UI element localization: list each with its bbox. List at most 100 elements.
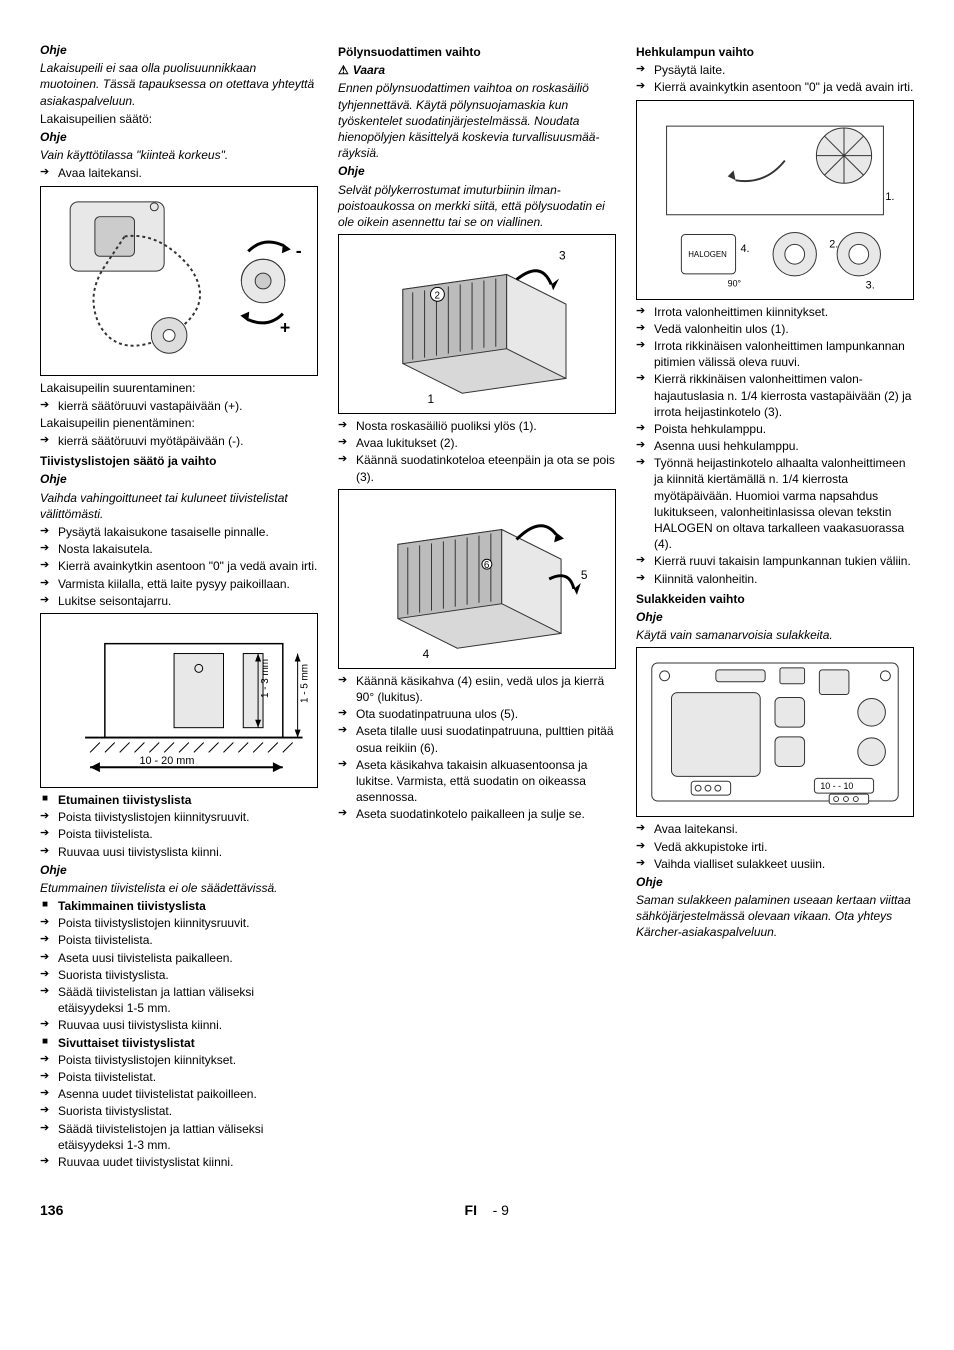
list-item: Käännä suodatinkoteloa eteenpäin ja ota … bbox=[338, 452, 616, 484]
list-item: Kierrä avainkytkin asentoon "0" ja vedä … bbox=[40, 558, 318, 574]
list-item: Kierrä rikkinäisen valonheittimen valon­… bbox=[636, 371, 914, 420]
figure-1: - + bbox=[40, 186, 318, 376]
pienent-list: kierrä säätöruuvi myötäpäivään (-). bbox=[40, 433, 318, 449]
figure-5: HALOGEN 90° 1. 2. 3. 4. bbox=[636, 100, 914, 300]
ohje2-title: Ohje bbox=[40, 129, 318, 145]
svg-text:90°: 90° bbox=[728, 278, 742, 288]
takimmainen-list: Poista tiivistyslistojen kiinnitysruuvit… bbox=[40, 915, 318, 1033]
figure-2: 1 - 3 mm 1 - 5 mm 10 - 20 mm bbox=[40, 613, 318, 788]
h-sulak: Sulakkeiden vaihto bbox=[636, 591, 914, 607]
dim3-label: 10 - 20 mm bbox=[139, 755, 194, 767]
ohje-title: Ohje bbox=[338, 163, 616, 179]
list-item: Aseta uusi tiivistelista paikalleen. bbox=[40, 950, 318, 966]
list-item: kierrä säätöruuvi vastapäivään (+). bbox=[40, 398, 318, 414]
list-e: Irrota valonheittimen kiinnitykset. Vedä… bbox=[636, 304, 914, 587]
list-item: Asenna uusi hehkulamppu. bbox=[636, 438, 914, 454]
footer-left: 136 bbox=[40, 1201, 63, 1220]
list-item: Asenna uudet tiivistelistat paikoilleen. bbox=[40, 1086, 318, 1102]
list-item: Poista tiivistyslistojen kiinnitysruuvit… bbox=[40, 809, 318, 825]
list-item: Kierrä avainkytkin asentoon "0" ja vedä … bbox=[636, 79, 914, 95]
svg-text:4: 4 bbox=[423, 647, 430, 661]
list-c: Käännä käsikahva (4) esiin, vedä ulos ja… bbox=[338, 673, 616, 823]
list-item: Poista tiivistyslistojen kiinnitykset. bbox=[40, 1052, 318, 1068]
footer-center: FI - 9 bbox=[63, 1201, 910, 1220]
etumainen-list: Poista tiivistyslistojen kiinnitysruuvit… bbox=[40, 809, 318, 860]
list-item: Poista tiivistelista. bbox=[40, 932, 318, 948]
ohje1-after: Lakaisupeilien säätö: bbox=[40, 111, 318, 127]
list-a: Pysäytä lakaisukone tasaiselle pinnalle.… bbox=[40, 524, 318, 609]
list-item: Kierrä ruuvi takaisin lampunkannan tu­ki… bbox=[636, 553, 914, 569]
filter-box-illustration: 2 1 3 bbox=[339, 235, 615, 413]
list-item: Varmista kiilalla, että laite pysyy paik… bbox=[40, 576, 318, 592]
list-item: Ruuvaa uudet tiivistyslistat kiinni. bbox=[40, 1154, 318, 1170]
ohje1-text: Lakaisupeili ei saa olla puolisuunnikkaa… bbox=[40, 60, 318, 109]
svg-text:4.: 4. bbox=[741, 243, 750, 255]
list-item: Aseta tilalle uusi suodatinpatruuna, pul… bbox=[338, 723, 616, 755]
lamp-illustration: HALOGEN 90° 1. 2. 3. 4. bbox=[637, 101, 913, 299]
ohje4-text: Etummainen tiivistelista ei ole säädettä… bbox=[40, 880, 318, 896]
list-d: Pysäytä laite. Kierrä avainkytkin asento… bbox=[636, 62, 914, 95]
list-item: Ruuvaa uusi tiivistyslista kiinni. bbox=[40, 1017, 318, 1033]
list-item: Työnnä heijastinkotelo alhaalta valon­he… bbox=[636, 455, 914, 552]
footer-right bbox=[910, 1201, 914, 1220]
list-item: Kiinnitä valonheitin. bbox=[636, 571, 914, 587]
list-item: Poista tiivistyslistojen kiinnitysruuvit… bbox=[40, 915, 318, 931]
svg-text:1: 1 bbox=[428, 392, 435, 406]
sivuttaiset-list: Poista tiivistyslistojen kiinnitykset. P… bbox=[40, 1052, 318, 1170]
dim1-label: 1 - 3 mm bbox=[260, 659, 271, 698]
sealing-diagram: 1 - 3 mm 1 - 5 mm 10 - 20 mm bbox=[41, 614, 317, 787]
vaara-text: Ennen pölynsuodattimen vaihtoa on roska­… bbox=[338, 80, 616, 161]
list-item: Irrota rikkinäisen valonheittimen lam­pu… bbox=[636, 338, 914, 370]
suurent-list: kierrä säätöruuvi vastapäivään (+). bbox=[40, 398, 318, 414]
list-item: kierrä säätöruuvi myötäpäivään (-). bbox=[40, 433, 318, 449]
list-item: Avaa laitekansi. bbox=[636, 821, 914, 837]
svg-text:2.: 2. bbox=[829, 238, 838, 250]
list-item: Nosta roskasäiliö puoliksi ylös (1). bbox=[338, 418, 616, 434]
svg-text:3.: 3. bbox=[866, 279, 875, 291]
list-item: Poista hehkulamppu. bbox=[636, 421, 914, 437]
sivuttaiset-head: Sivuttaiset tiivistyslistat bbox=[40, 1035, 318, 1051]
svg-text:HALOGEN: HALOGEN bbox=[688, 250, 727, 259]
list-item: Lukitse seisontajarru. bbox=[40, 593, 318, 609]
dim2-label: 1 - 5 mm bbox=[300, 664, 311, 703]
list-item: Käännä käsikahva (4) esiin, vedä ulos ja… bbox=[338, 673, 616, 705]
ohje1-title: Ohje bbox=[40, 42, 318, 58]
h-tiivistys: Tiivistyslistojen säätö ja vaihto bbox=[40, 453, 318, 469]
ohje6-title: Ohje bbox=[636, 609, 914, 625]
page-columns: Ohje Lakaisupeili ei saa olla puolisuunn… bbox=[40, 40, 914, 1171]
h-polyn: Pölynsuodattimen vaihto bbox=[338, 44, 616, 60]
svg-text:6: 6 bbox=[484, 560, 490, 571]
page-footer: 136 FI - 9 bbox=[40, 1201, 914, 1220]
svg-text:2: 2 bbox=[434, 290, 440, 301]
svg-text:1.: 1. bbox=[885, 191, 894, 203]
list-item: Poista tiivistelista. bbox=[40, 826, 318, 842]
list-item: Nosta lakaisutela. bbox=[40, 541, 318, 557]
list-item: Takimmainen tiivistyslista bbox=[40, 898, 318, 914]
list-f: Avaa laitekansi. Vedä akkupistoke irti. … bbox=[636, 821, 914, 872]
fusebox-illustration: 10 - - 10 bbox=[637, 648, 913, 816]
avaa-list: Avaa laitekansi. bbox=[40, 165, 318, 181]
h-hehku: Hehkulampun vaihto bbox=[636, 44, 914, 60]
ohje7-text: Saman sulakkeen palaminen useaan ker­taa… bbox=[636, 892, 914, 941]
list-item: Poista tiivistelistat. bbox=[40, 1069, 318, 1085]
svg-text:+: + bbox=[280, 317, 290, 337]
takimmainen-head: Takimmainen tiivistyslista bbox=[40, 898, 318, 914]
list-item: Säädä tiivistelistan ja lattian väliseks… bbox=[40, 984, 318, 1016]
list-item: Vedä akkupistoke irti. bbox=[636, 839, 914, 855]
list-item: Säädä tiivistelistojen ja lattian välise… bbox=[40, 1121, 318, 1153]
ohje6-text: Käytä vain samanarvoisia sulakkeita. bbox=[636, 627, 914, 643]
column-2: Pölynsuodattimen vaihto Vaara Ennen pöly… bbox=[338, 40, 616, 1171]
list-item: Avaa laitekansi. bbox=[40, 165, 318, 181]
figure-3: 2 1 3 bbox=[338, 234, 616, 414]
ohje4-title: Ohje bbox=[40, 862, 318, 878]
etumainen-head: Etumainen tiivistyslista bbox=[40, 792, 318, 808]
list-item: Etumainen tiivistyslista bbox=[40, 792, 318, 808]
list-item: Aseta käsikahva takaisin alkuasentoon­sa… bbox=[338, 757, 616, 806]
footer-page: 9 bbox=[501, 1202, 509, 1218]
figure-4: 6 4 5 bbox=[338, 489, 616, 669]
list-b: Nosta roskasäiliö puoliksi ylös (1). Ava… bbox=[338, 418, 616, 485]
footer-dash: - bbox=[493, 1202, 498, 1218]
list-item: Pysäytä laite. bbox=[636, 62, 914, 78]
list-item: Aseta suodatinkotelo paikalleen ja sulje… bbox=[338, 806, 616, 822]
ohje3-text: Vaihda vahingoittuneet tai kuluneet tiiv… bbox=[40, 490, 318, 522]
